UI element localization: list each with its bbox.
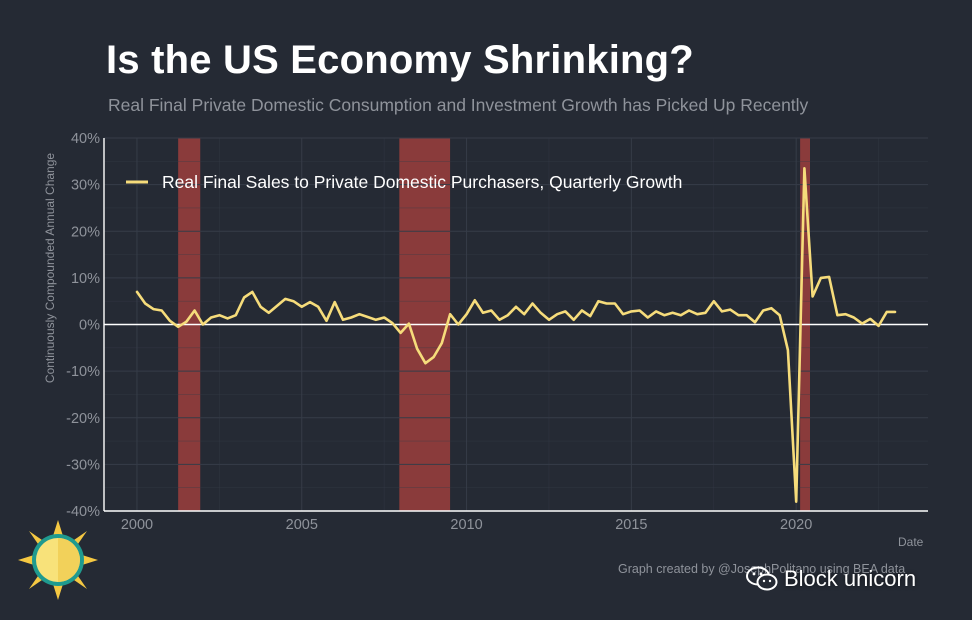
x-tick-label: 2005 — [286, 517, 318, 533]
x-tick-label: 2000 — [121, 517, 153, 533]
y-tick-label: 20% — [71, 224, 100, 240]
x-tick-label: 2015 — [615, 517, 647, 533]
series-line — [135, 167, 897, 504]
y-tick-label: -40% — [66, 504, 100, 520]
watermark-text: Block unicorn — [784, 566, 917, 591]
y-axis-label: Continuously Compounded Annual Change — [43, 152, 57, 384]
sun-logo-icon — [18, 520, 98, 600]
chat-bubbles-icon — [746, 566, 778, 591]
y-tick-label: 10% — [71, 271, 100, 287]
y-tick-label: -20% — [66, 411, 100, 427]
y-tick-label: -10% — [66, 364, 100, 380]
x-tick-label: 2020 — [780, 517, 812, 533]
source-credit: Graph created by @JosephPolitano using B… — [618, 562, 906, 576]
legend-label: Real Final Sales to Private Domestic Pur… — [162, 172, 682, 192]
chart-title: Is the US Economy Shrinking? — [106, 38, 694, 82]
y-tick-label: -30% — [66, 457, 100, 473]
chart-subtitle: Real Final Private Domestic Consumption … — [108, 95, 809, 115]
x-axis-label: Date — [898, 535, 924, 549]
y-tick-label: 40% — [71, 131, 100, 147]
y-tick-label: 0% — [79, 318, 100, 334]
x-tick-label: 2010 — [450, 517, 482, 533]
watermark: Block unicorn — [746, 566, 916, 592]
y-tick-label: 30% — [71, 178, 100, 194]
